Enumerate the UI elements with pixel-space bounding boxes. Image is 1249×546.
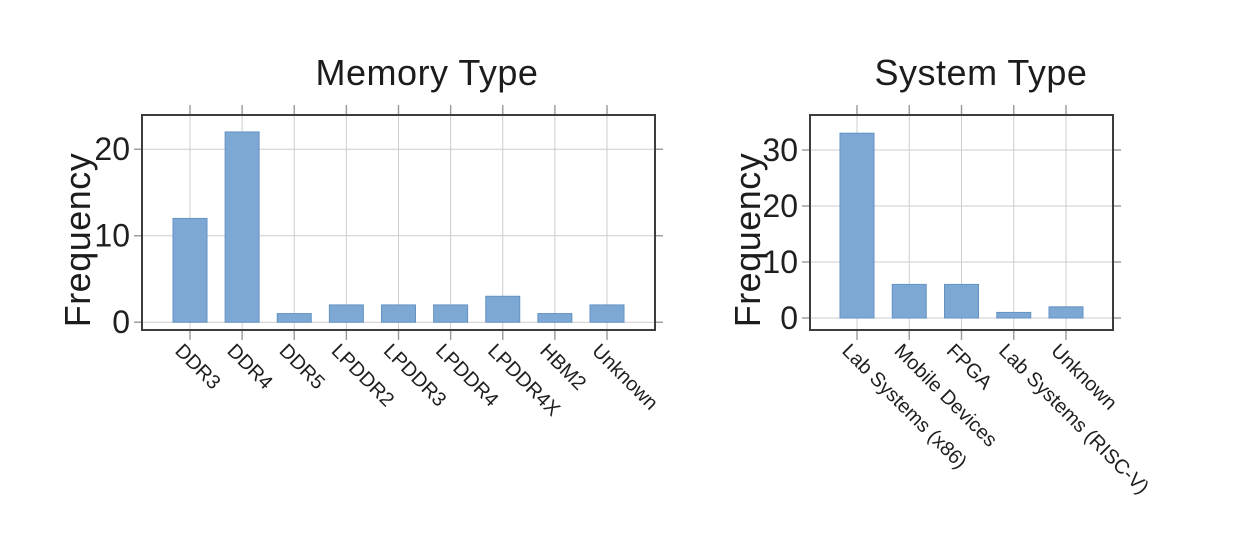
x-tick-label-ddr5: DDR5 (275, 340, 329, 394)
bar-lpddr3 (381, 304, 416, 323)
y-tick-label: 20 (762, 188, 798, 224)
bar-lpddr4 (433, 304, 469, 323)
y-tick-label: 10 (94, 218, 130, 254)
bar-unknown (1048, 306, 1084, 319)
y-tick-label: 10 (762, 244, 798, 280)
y-tick-label: 30 (762, 132, 798, 168)
bar-ddr3 (172, 217, 208, 323)
x-tick-label-unknown: Unknown (587, 340, 662, 415)
bar-fpga (944, 283, 979, 319)
bar-unknown (589, 304, 625, 323)
y-tick-label: 20 (94, 131, 130, 167)
y-tick-label: 0 (112, 304, 130, 340)
bar-mobile-devices (891, 283, 927, 319)
axes-spines (141, 114, 656, 331)
bar-ddr4 (224, 131, 260, 323)
bar-lab-systems-x86 (839, 132, 875, 319)
bar-ddr5 (276, 313, 312, 323)
y-tick-label: 0 (780, 300, 798, 336)
axes-spines (809, 114, 1114, 331)
system-type-chart-title: System Type (874, 52, 1088, 93)
x-tick-label-ddr4: DDR4 (223, 340, 277, 394)
memory-type-chart-title: Memory Type (315, 52, 539, 93)
bar-lpddr4x (485, 295, 521, 323)
bar-lpddr2 (328, 304, 364, 323)
bar-hbm2 (537, 313, 573, 323)
x-tick-label-ddr3: DDR3 (170, 340, 224, 394)
bar-lab-systems-risc-v (996, 311, 1032, 319)
